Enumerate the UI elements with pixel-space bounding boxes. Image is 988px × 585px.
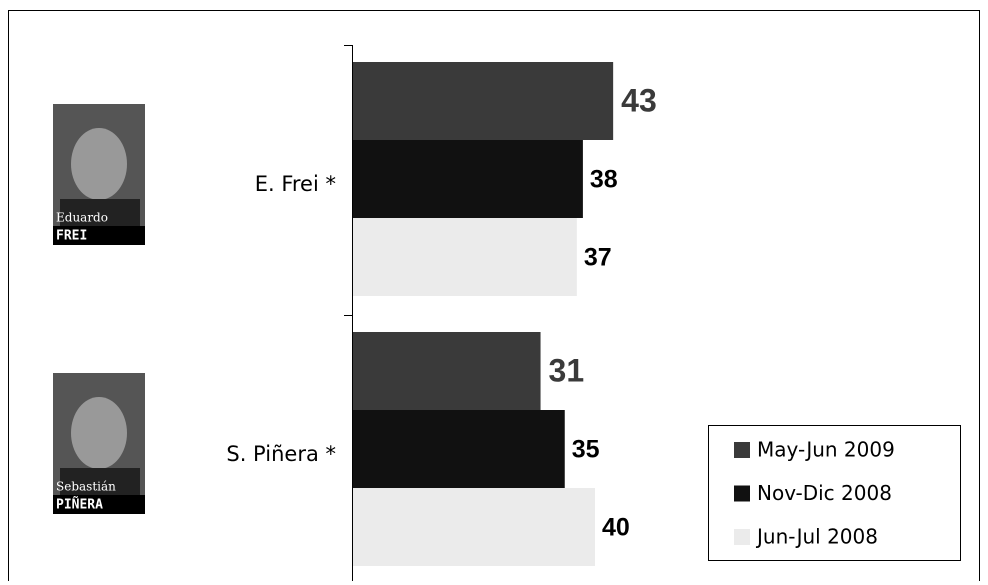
value-label: 40 — [602, 514, 630, 542]
category-label: E. Frei * — [255, 172, 336, 196]
photo-caption: Sebastián — [56, 480, 116, 494]
photo-face — [71, 397, 127, 469]
photo-face — [71, 128, 127, 200]
chart-frame — [8, 10, 980, 585]
photo-caption-bg — [53, 495, 145, 514]
photo-caption: PIÑERA — [56, 497, 103, 513]
value-label: 35 — [572, 436, 600, 464]
bar — [353, 332, 541, 410]
legend-label: Jun-Jul 2008 — [755, 525, 878, 549]
photo-caption: FREI — [56, 229, 87, 244]
legend-swatch — [734, 529, 750, 545]
photo-caption-bg — [53, 226, 145, 245]
legend-label: May-Jun 2009 — [757, 438, 895, 462]
bar — [353, 140, 583, 218]
value-label: 37 — [584, 244, 612, 272]
bar — [353, 218, 577, 296]
photo-caption: Eduardo — [56, 211, 108, 225]
legend-swatch — [734, 485, 750, 502]
bar — [353, 410, 565, 488]
category-label: S. Piñera * — [226, 442, 336, 466]
legend-label: Nov-Dic 2008 — [757, 481, 892, 505]
bar — [353, 488, 595, 566]
value-label: 43 — [621, 82, 657, 118]
legend-box — [708, 425, 961, 561]
bar — [353, 62, 614, 140]
value-label: 31 — [549, 352, 585, 388]
photo-shoulders — [60, 468, 140, 498]
value-label: 38 — [590, 166, 618, 194]
photo-shoulders — [60, 199, 140, 229]
legend-swatch — [734, 442, 750, 458]
